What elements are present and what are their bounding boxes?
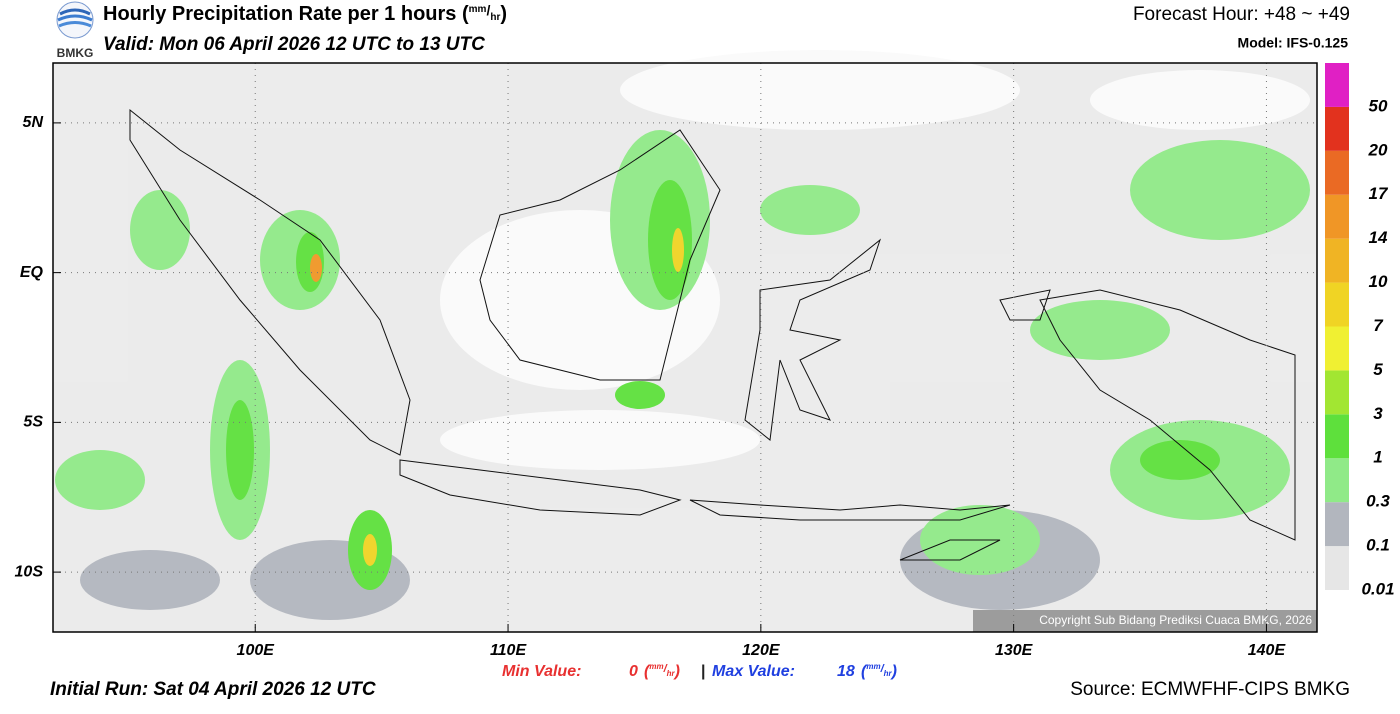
source: Source: ECMWFHF-CIPS BMKG: [1070, 679, 1350, 700]
colorbar: 0.01 0.1 0.3 1 3 5 7 10 14 17 20 50: [1325, 63, 1395, 598]
colorbar-label: 0.3: [1366, 492, 1390, 511]
forecast-hour: Forecast Hour: +48 ~ +49: [1133, 4, 1350, 25]
unit-close: ): [673, 663, 680, 680]
max-label: Max Value:: [712, 663, 795, 680]
colorbar-box: [1325, 414, 1349, 459]
title-text: Hourly Precipitation Rate per 1 hours: [103, 3, 456, 25]
copyright-bg: [973, 610, 1317, 632]
unit-num: mm: [866, 662, 880, 671]
unit-den: hr: [490, 12, 500, 23]
colorbar-label: 20: [1368, 140, 1388, 159]
stats: Min Value: 0 (mm/hr) | Max Value: 18 (mm…: [502, 662, 897, 680]
colorbar-label: 0.01: [1361, 579, 1394, 598]
rain-area: [55, 450, 145, 510]
unit-open: (: [861, 663, 868, 680]
model: Model: IFS-0.125: [1238, 35, 1349, 51]
dry-area: [620, 50, 1020, 130]
colorbar-box: [1325, 150, 1349, 195]
island-java: [399, 459, 682, 516]
unit-sep: /: [663, 663, 669, 675]
min-unit: (mm/hr): [644, 662, 680, 680]
rain-area: [1030, 300, 1170, 360]
colorbar-box: [1325, 458, 1349, 503]
x-tick-label: 100E: [237, 642, 276, 659]
island-sumatra: [129, 108, 411, 456]
unit-open: (: [462, 3, 469, 25]
unit-sep: /: [880, 663, 886, 675]
dry-area: [440, 410, 760, 470]
coastlines: [129, 108, 1296, 561]
colorbar-label: 7: [1373, 316, 1384, 335]
colorbar-box: [1325, 194, 1349, 239]
colorbar-label: 0.1: [1366, 536, 1390, 555]
island-timor: [899, 539, 1001, 561]
rain-area: [130, 190, 190, 270]
x-tick-label: 110E: [490, 642, 528, 659]
max-value: 18: [837, 663, 855, 680]
colorbar-box: [1325, 282, 1349, 327]
colorbar-label: 10: [1369, 272, 1388, 291]
rain-area: [672, 228, 684, 272]
rain-area: [1140, 440, 1220, 480]
drizzle-area: [80, 550, 220, 610]
unit-open: (: [644, 663, 651, 680]
copyright: Copyright Sub Bidang Prediksi Cuaca BMKG…: [1039, 613, 1312, 627]
dry-area: [1090, 70, 1310, 130]
rain-area: [648, 180, 692, 300]
colorbar-box: [1325, 106, 1349, 151]
y-tick-label: 10S: [15, 563, 44, 580]
initial-run: Initial Run: Sat 04 April 2026 12 UTC: [50, 679, 376, 700]
colorbar-box: [1325, 546, 1349, 590]
colorbar-label: 5: [1373, 360, 1383, 379]
logo: BMKG: [56, 1, 94, 60]
map-frame: [52, 62, 1318, 633]
unit-num: mm: [469, 4, 487, 15]
min-label: Min Value:: [502, 663, 581, 680]
separator: |: [701, 663, 705, 680]
logo-text: BMKG: [57, 46, 94, 60]
colorbar-label: 17: [1369, 184, 1389, 203]
unit-num: mm: [649, 662, 663, 671]
rain-area: [760, 185, 860, 235]
unit-den: hr: [884, 669, 893, 678]
x-tick-label: 120E: [742, 642, 781, 659]
unit-close: ): [890, 663, 897, 680]
max-unit: (mm/hr): [861, 662, 897, 680]
colorbar-label: 50: [1369, 96, 1388, 115]
rain-area: [310, 254, 322, 282]
island-borneo: [479, 129, 721, 381]
colorbar-box: [1325, 326, 1349, 371]
colorbar-label: 14: [1369, 228, 1388, 247]
colorbar-box: [1325, 63, 1349, 107]
rain-area: [1130, 140, 1310, 240]
y-tick-label: EQ: [20, 264, 44, 281]
island-halmahera: [999, 289, 1051, 321]
graticule: 100E 110E 120E 130E 140E 5N EQ 5S 10S: [15, 63, 1317, 659]
rain-area: [615, 381, 665, 409]
y-tick-label: 5S: [23, 414, 43, 431]
valid: Valid: Mon 06 April 2026 12 UTC to 13 UT…: [103, 34, 485, 55]
rain-area: [363, 534, 377, 566]
colorbar-label: 1: [1373, 448, 1382, 467]
unit-close: ): [500, 3, 507, 25]
x-tick-label: 140E: [1248, 642, 1287, 659]
island-sulawesi: [744, 238, 882, 441]
x-tick-label: 130E: [995, 642, 1034, 659]
colorbar-label: 3: [1373, 404, 1383, 423]
min-value: 0: [629, 663, 638, 680]
unit-den: hr: [667, 669, 676, 678]
y-tick-label: 5N: [23, 114, 44, 131]
colorbar-box: [1325, 502, 1349, 547]
colorbar-box: [1325, 238, 1349, 283]
lesser-sunda: [689, 499, 1011, 521]
island-new-guinea: [1039, 289, 1296, 541]
colorbar-box: [1325, 370, 1349, 415]
rain-area: [226, 400, 254, 500]
map: Copyright Sub Bidang Prediksi Cuaca BMKG…: [15, 50, 1318, 659]
title: Hourly Precipitation Rate per 1 hours (m…: [103, 2, 507, 26]
unit-sep: /: [486, 2, 490, 18]
